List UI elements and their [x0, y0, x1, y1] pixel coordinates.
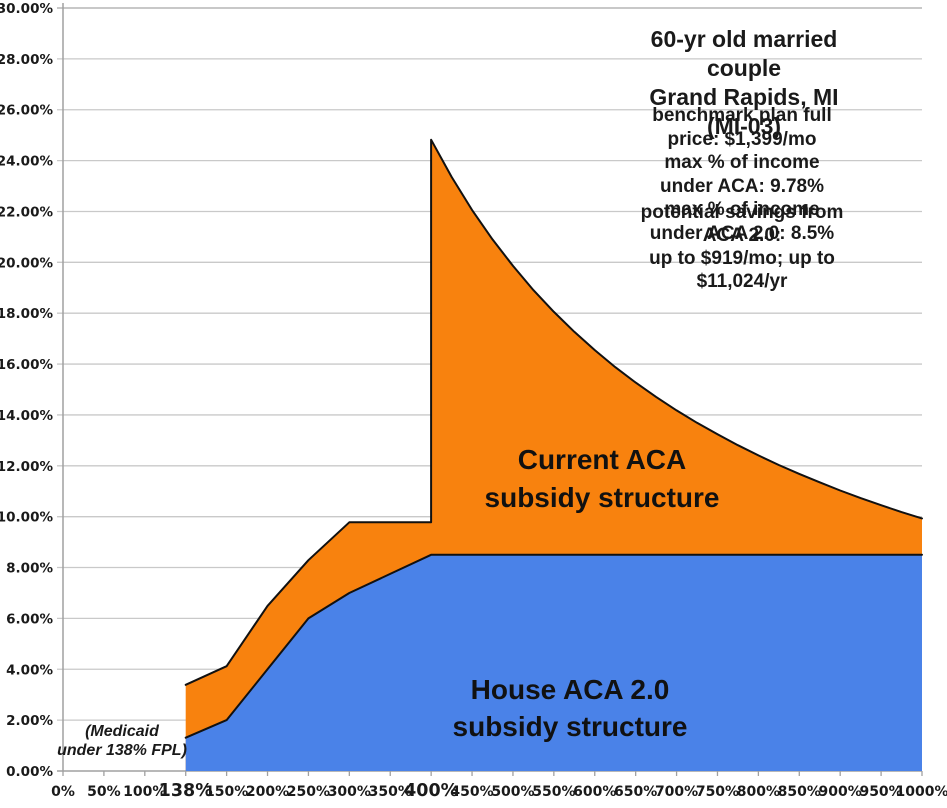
y-axis-label: 30.00% — [0, 1, 53, 17]
medicaid-note: (Medicaid under 138% FPL) — [57, 723, 187, 759]
y-axis-label: 8.00% — [6, 561, 53, 577]
x-axis-label: 350% — [369, 784, 412, 800]
x-axis-label: 1000% — [896, 784, 947, 800]
x-axis-label: 650% — [614, 784, 657, 800]
x-axis-label: 400% — [404, 781, 458, 801]
x-axis-label: 50% — [87, 784, 121, 800]
x-axis-label: 500% — [491, 784, 534, 800]
x-axis-label: 800% — [737, 784, 780, 800]
y-axis-label: 10.00% — [0, 510, 53, 526]
x-axis-label: 0% — [51, 784, 75, 800]
y-axis-label: 12.00% — [0, 459, 53, 475]
x-axis-label: 900% — [819, 784, 862, 800]
x-axis-label: 100% — [123, 784, 166, 800]
house-aca-series-label: House ACA 2.0 subsidy structure — [452, 674, 688, 742]
house-aca-area — [185, 554, 922, 771]
y-axis-label: 2.00% — [6, 713, 53, 729]
y-axis-label: 16.00% — [0, 357, 53, 373]
x-axis-label: 550% — [532, 784, 575, 800]
x-axis-label: 300% — [328, 784, 371, 800]
house-aca-top-line — [184, 553, 923, 739]
x-axis-label: 750% — [696, 784, 739, 800]
y-axis-label: 14.00% — [0, 408, 53, 424]
chart-title: 60-yr old married couple Grand Rapids, M… — [649, 26, 839, 139]
y-axis-label: 18.00% — [0, 306, 53, 322]
y-axis-label: 4.00% — [6, 662, 53, 678]
y-axis-label: 6.00% — [6, 611, 53, 627]
y-axis-label: 22.00% — [0, 204, 53, 220]
x-axis-label: 250% — [287, 784, 330, 800]
current-aca-top-line — [184, 138, 923, 686]
x-axis-label: 200% — [246, 784, 289, 800]
x-axis-label: 600% — [573, 784, 616, 800]
current-aca-series-label: Current ACA subsidy structure — [484, 444, 720, 513]
benchmark-info-annotation: benchmark plan full price: $1,399/mo max… — [649, 105, 835, 244]
x-axis-label: 850% — [778, 784, 821, 800]
x-axis-label: 138% — [159, 781, 213, 801]
x-axis-label: 150% — [205, 784, 248, 800]
y-axis-label: 20.00% — [0, 255, 53, 271]
potential-savings-annotation: potential savings from ACA 2.0: up to $9… — [640, 202, 844, 292]
y-axis-label: 28.00% — [0, 52, 53, 68]
x-axis-label: 700% — [655, 784, 698, 800]
y-axis-label: 24.00% — [0, 154, 53, 170]
x-axis-label: 450% — [450, 784, 493, 800]
y-axis-label: 0.00% — [6, 764, 53, 780]
x-axis-label: 950% — [859, 784, 902, 800]
y-axis-label: 26.00% — [0, 103, 53, 119]
